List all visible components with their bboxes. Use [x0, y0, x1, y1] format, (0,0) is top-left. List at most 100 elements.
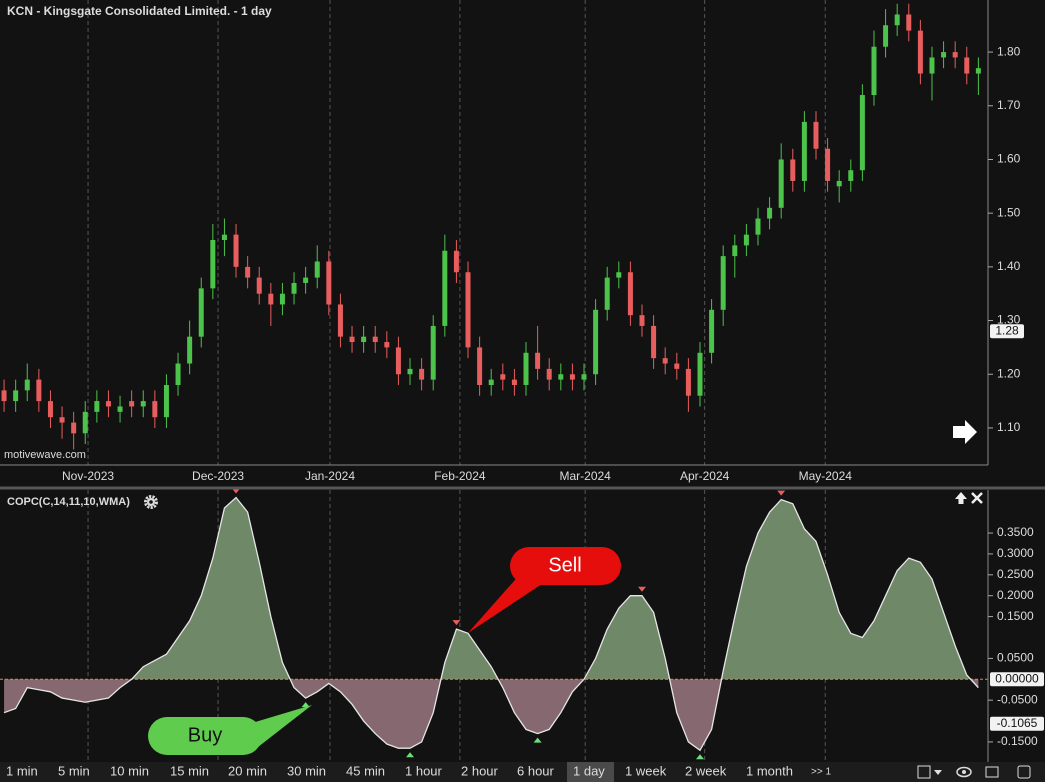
- candle-body: [71, 422, 77, 434]
- candle-body: [279, 293, 285, 305]
- candle-body: [430, 325, 436, 380]
- settings-icon-2[interactable]: [1017, 765, 1031, 779]
- candle-body: [465, 272, 471, 348]
- buy-callout: Buy: [148, 705, 312, 755]
- candle-body: [883, 25, 889, 47]
- timeframe-button[interactable]: 20 min: [228, 763, 267, 778]
- candle-body: [848, 170, 854, 181]
- candle-body: [1, 390, 7, 402]
- candle-body: [871, 46, 877, 96]
- candle-body: [801, 121, 807, 181]
- candle-body: [825, 148, 831, 181]
- window-icon[interactable]: [985, 766, 999, 778]
- candle-body: [314, 261, 320, 278]
- candle-body: [268, 293, 274, 305]
- candle-body: [593, 309, 599, 375]
- candle-body: [453, 250, 459, 273]
- zero-marker-label: 0.00000: [995, 671, 1039, 685]
- candle-body: [697, 352, 703, 396]
- candle-body: [361, 336, 367, 343]
- area-negative: [4, 679, 979, 751]
- callout-box: [510, 547, 621, 585]
- candle-body: [129, 401, 135, 407]
- price-marker-label: 1.28: [995, 323, 1019, 337]
- y-tick-label: 1.80: [997, 44, 1021, 58]
- timeframe-button[interactable]: 1 min: [6, 763, 38, 778]
- candle-body: [627, 272, 633, 316]
- gear-hole: [149, 500, 153, 504]
- candle-body: [82, 411, 88, 434]
- timeframe-button[interactable]: 2 hour: [461, 763, 499, 778]
- close-icon[interactable]: [971, 492, 983, 504]
- candle-body: [384, 342, 390, 348]
- timeframe-button[interactable]: 5 min: [58, 763, 90, 778]
- move-up-icon[interactable]: [955, 492, 967, 504]
- timeframe-button[interactable]: 1 week: [625, 763, 667, 778]
- candle-body: [105, 401, 111, 407]
- candle-body: [59, 417, 65, 423]
- candle-body: [778, 159, 784, 208]
- sell-signal: [638, 586, 647, 592]
- area-positive: [131, 497, 971, 680]
- chart-title: KCN - Kingsgate Consolidated Limited. - …: [7, 4, 272, 18]
- candle-body: [221, 234, 227, 241]
- callout-tail: [468, 572, 548, 633]
- candle-body: [685, 368, 691, 396]
- timeframe-button[interactable]: 1 day: [573, 763, 605, 778]
- selected-button-bg: [567, 762, 614, 782]
- candle-body: [47, 401, 53, 418]
- timeframe-button[interactable]: 6 hour: [517, 763, 555, 778]
- candle-body: [372, 336, 378, 343]
- candle-body: [975, 68, 981, 74]
- candle-body: [964, 57, 970, 74]
- candle-body: [511, 379, 517, 385]
- settings-icon[interactable]: [144, 495, 158, 509]
- candle-body: [674, 363, 680, 369]
- timeframe-button[interactable]: 1 hour: [405, 763, 443, 778]
- timeframe-button[interactable]: 1 month: [746, 763, 793, 778]
- timeframe-button[interactable]: 30 min: [287, 763, 326, 778]
- x-tick-label: Jan-2024: [305, 469, 355, 483]
- dropdown-icon[interactable]: [934, 770, 942, 775]
- candle-body: [175, 363, 181, 385]
- timeframe-button[interactable]: >> 1: [811, 767, 831, 778]
- candle-body: [210, 240, 216, 289]
- indicator-line: [3, 496, 979, 752]
- candle-body: [755, 218, 761, 235]
- timeframe-button[interactable]: 2 week: [685, 763, 727, 778]
- candle-body: [245, 266, 251, 278]
- candle-body: [836, 180, 842, 187]
- candle-body: [535, 352, 541, 369]
- layout-icon[interactable]: [917, 765, 931, 779]
- y-tick-label: 1.50: [997, 205, 1021, 219]
- buy-signal: [301, 702, 310, 708]
- candle-body: [13, 390, 19, 402]
- candle-body: [117, 406, 123, 412]
- candle-body: [906, 14, 912, 31]
- candle-body: [581, 374, 587, 380]
- indicator-title: COPC(C,14,11,10,WMA): [7, 496, 130, 508]
- toolbar: [0, 762, 1045, 782]
- candle-body: [569, 374, 575, 380]
- view-icon[interactable]: [956, 766, 972, 778]
- value-marker-label: -0.1065: [997, 716, 1038, 730]
- y-tick-label: 1.30: [997, 313, 1021, 327]
- candle-body: [163, 384, 169, 418]
- y-tick-label: 1.20: [997, 366, 1021, 380]
- x-tick-label: Nov-2023: [62, 469, 114, 483]
- buy-signal: [533, 737, 542, 743]
- scroll-right-arrow[interactable]: [953, 420, 977, 444]
- timeframe-button[interactable]: 45 min: [346, 763, 385, 778]
- candle-body: [790, 159, 796, 181]
- candle-body: [442, 250, 448, 326]
- candle-body: [488, 379, 494, 385]
- candle-body: [291, 282, 297, 294]
- candle-body: [929, 57, 935, 74]
- view-icon-pupil: [962, 770, 966, 774]
- timeframe-button[interactable]: 15 min: [170, 763, 209, 778]
- candle-body: [546, 368, 552, 380]
- zero-marker-box: [990, 672, 1044, 687]
- timeframe-button[interactable]: 10 min: [110, 763, 149, 778]
- sell-callout: Sell: [468, 547, 621, 633]
- candle-body: [395, 347, 401, 375]
